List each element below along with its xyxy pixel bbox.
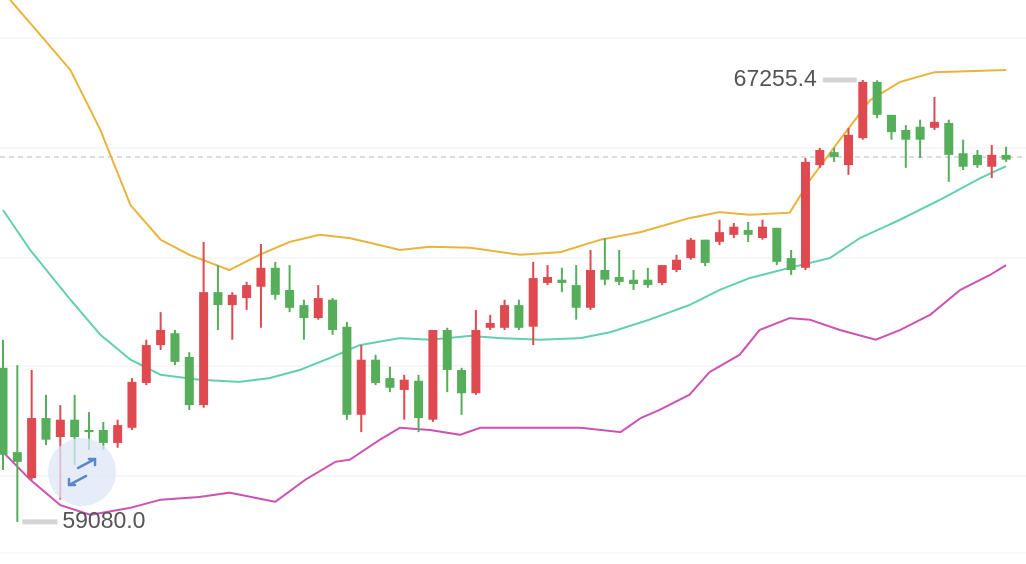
candle-body <box>886 114 896 133</box>
annotation-label: 67255.4 <box>734 65 817 91</box>
candle-body <box>242 285 252 299</box>
expand-button[interactable] <box>48 438 116 506</box>
candle-body <box>915 126 925 140</box>
band-line <box>2 264 1007 516</box>
candle-body <box>313 298 323 319</box>
candle-body <box>184 356 194 406</box>
candle-body <box>84 429 94 433</box>
candle-body <box>342 326 352 415</box>
candle-body <box>772 227 782 262</box>
candle-body <box>328 299 338 330</box>
candle-body <box>70 419 80 437</box>
candle-body <box>299 305 309 319</box>
candle-body <box>170 333 180 362</box>
candle-body <box>428 329 438 420</box>
expand-icon[interactable] <box>67 457 97 487</box>
candle-body <box>757 226 767 239</box>
candle-body <box>901 129 911 140</box>
candle-body <box>600 269 610 280</box>
candle-body <box>399 379 409 390</box>
candle-body <box>872 81 882 115</box>
candle-body <box>929 121 939 128</box>
candle-body <box>629 279 639 285</box>
candle-body <box>543 277 553 283</box>
candle-body <box>0 367 8 455</box>
grid <box>0 37 1026 554</box>
candle-body <box>944 122 954 155</box>
band-line <box>2 165 1007 383</box>
candle-body <box>843 134 853 166</box>
candle-body <box>700 239 710 263</box>
candle-body <box>213 292 223 306</box>
candle-body <box>815 149 825 166</box>
candle-body <box>156 329 166 346</box>
candle-body <box>27 418 37 479</box>
plot: 67255.4 59080.0 <box>0 0 1026 533</box>
candle-body <box>586 269 596 308</box>
candle-body <box>127 381 137 428</box>
candle-body <box>113 425 123 443</box>
candle-body <box>256 267 266 287</box>
candle-body <box>12 452 22 462</box>
candle-body <box>285 289 295 308</box>
candle-body <box>442 329 452 370</box>
candle-body <box>500 305 510 328</box>
candle-body <box>55 419 65 437</box>
button-bg[interactable] <box>48 438 116 506</box>
candle-body <box>614 277 624 282</box>
candle-body <box>227 294 237 306</box>
candle-body <box>385 378 395 388</box>
candle-body <box>371 359 381 383</box>
candle-body <box>528 278 538 327</box>
candle-body <box>686 239 696 259</box>
candle-body <box>514 305 524 328</box>
candle-body <box>270 267 280 295</box>
candle-body <box>743 229 753 235</box>
candle-body <box>672 259 682 270</box>
candle-body <box>829 152 839 158</box>
candle-body <box>571 285 581 308</box>
annotation-label: 59080.0 <box>62 507 145 533</box>
candle-body <box>800 161 810 268</box>
candle-body <box>657 265 667 283</box>
candle-body <box>958 153 968 167</box>
candle-body <box>98 429 108 443</box>
candle-body <box>557 279 567 283</box>
candle-body <box>715 232 724 242</box>
candle-body <box>972 154 982 166</box>
candle-body <box>987 154 997 167</box>
candle-body <box>643 279 653 286</box>
candle-body <box>41 418 51 440</box>
candle-body <box>414 380 424 419</box>
candle-body <box>471 329 481 394</box>
candle-body <box>141 345 151 383</box>
band-line <box>9 0 1007 272</box>
candle-body <box>1001 154 1011 160</box>
candle-body <box>485 322 495 328</box>
candle-body <box>786 258 796 270</box>
candle-body <box>858 81 868 139</box>
candle-body <box>457 369 467 394</box>
candle-body <box>729 226 739 235</box>
candle-body <box>199 292 209 406</box>
candle-body <box>356 359 366 415</box>
